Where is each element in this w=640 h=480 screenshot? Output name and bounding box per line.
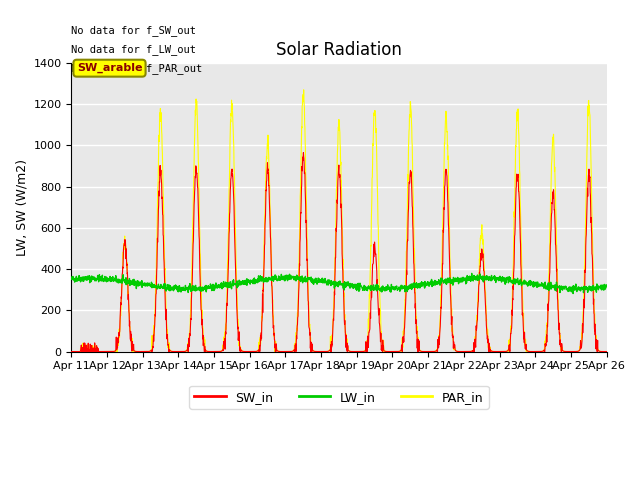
Text: No data for f_PAR_out: No data for f_PAR_out <box>72 63 203 74</box>
Text: No data for f_LW_out: No data for f_LW_out <box>72 44 196 55</box>
Y-axis label: LW, SW (W/m2): LW, SW (W/m2) <box>15 159 28 256</box>
Title: Solar Radiation: Solar Radiation <box>276 41 402 59</box>
Legend: SW_in, LW_in, PAR_in: SW_in, LW_in, PAR_in <box>189 386 488 409</box>
Text: No data for f_SW_out: No data for f_SW_out <box>72 25 196 36</box>
Text: SW_arable: SW_arable <box>77 63 142 73</box>
